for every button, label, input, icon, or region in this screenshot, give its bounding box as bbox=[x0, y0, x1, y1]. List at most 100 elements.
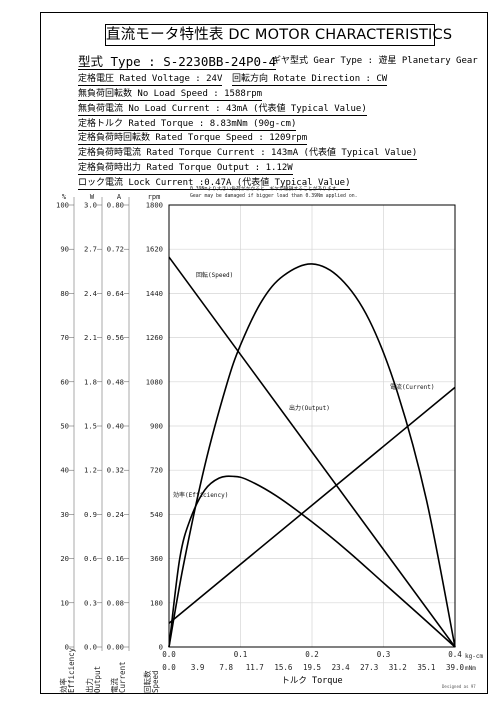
x-tick-label-kgcm: 0.1 bbox=[234, 650, 248, 659]
y-axis-name-en-rpm: Speed bbox=[151, 670, 160, 693]
designer-note: Designed as 97 bbox=[442, 684, 476, 689]
y-tick-label-A: 0.64 bbox=[107, 289, 124, 298]
spec-no-load-current: 無負荷電流 No Load Current : 43mA (代表値 Typica… bbox=[78, 104, 367, 116]
x-unit-mnm: mNm bbox=[465, 665, 476, 672]
spec-no-load-speed: 無負荷回転数 No Load Speed : 1588rpm bbox=[78, 89, 263, 101]
series-label-speed: 回転(Speed) bbox=[196, 271, 233, 279]
series-label-efficiency: 効率(Efficiency) bbox=[173, 491, 228, 499]
y-axis-name-jp-W: 出力 bbox=[84, 678, 94, 693]
y-tick-label-W: 0.6 bbox=[84, 554, 97, 563]
y-tick-label-%: 20 bbox=[60, 554, 69, 563]
x-tick-label-kgcm: 0.3 bbox=[377, 650, 391, 659]
y-tick-label-%: 0 bbox=[65, 643, 69, 652]
x-tick-label-mnm: 7.8 bbox=[219, 663, 233, 672]
x-tick-label-kgcm: 0.4 bbox=[448, 650, 462, 659]
y-tick-label-%: 60 bbox=[60, 377, 69, 386]
y-tick-label-W: 2.1 bbox=[84, 333, 97, 342]
y-tick-label-rpm: 1260 bbox=[146, 333, 163, 342]
y-tick-label-W: 3.0 bbox=[84, 201, 97, 210]
spec-rated-torque-output: 定格負荷時出力 Rated Torque Output : 1.12W bbox=[78, 163, 293, 175]
y-tick-label-A: 0.48 bbox=[107, 377, 124, 386]
x-tick-label-mnm: 0.0 bbox=[162, 663, 176, 672]
spec-rated-torque-current: 定格負荷時電流 Rated Torque Current : 143mA (代表… bbox=[78, 148, 418, 160]
y-axis-unit-rpm: rpm bbox=[148, 193, 161, 201]
x-tick-label-kgcm: 0.0 bbox=[162, 650, 176, 659]
x-axis-label: トルク Torque bbox=[281, 676, 342, 686]
x-tick-label-mnm: 19.5 bbox=[303, 663, 321, 672]
spec-type: 型式 Type : S-2230BB-24P0-4 bbox=[78, 54, 277, 70]
x-tick-label-mnm: 27.3 bbox=[360, 663, 378, 672]
spec-rated-voltage: 定格電圧 Rated Voltage : 24V bbox=[78, 74, 223, 86]
y-tick-label-A: 0.40 bbox=[107, 422, 124, 431]
x-tick-label-mnm: 3.9 bbox=[191, 663, 205, 672]
y-tick-label-W: 1.8 bbox=[84, 377, 97, 386]
y-tick-label-rpm: 1620 bbox=[146, 245, 163, 254]
spec-rotate-direction: 回転方向 Rotate Direction : CW bbox=[232, 74, 388, 86]
y-tick-label-W: 2.7 bbox=[84, 245, 97, 254]
y-tick-label-rpm: 1800 bbox=[146, 201, 163, 210]
y-tick-label-W: 0.3 bbox=[84, 598, 97, 607]
y-tick-label-A: 0.24 bbox=[107, 510, 124, 519]
y-tick-label-W: 2.4 bbox=[84, 289, 97, 298]
x-tick-label-mnm: 15.6 bbox=[274, 663, 293, 672]
y-axis-name-jp-%: 効率 bbox=[58, 678, 68, 693]
y-tick-label-A: 0.32 bbox=[107, 466, 124, 475]
chart-frame bbox=[40, 12, 488, 694]
x-tick-label-mnm: 39.0 bbox=[446, 663, 465, 672]
y-tick-label-W: 1.5 bbox=[84, 422, 97, 431]
series-label-current: 電流(Current) bbox=[390, 383, 435, 391]
y-tick-label-rpm: 180 bbox=[150, 598, 163, 607]
x-tick-label-mnm: 23.4 bbox=[332, 663, 351, 672]
spec-lock-current: ロック電流 Lock Current :0.47A (代表値 Typical V… bbox=[78, 178, 351, 190]
y-tick-label-A: 0.80 bbox=[107, 201, 124, 210]
series-line-speed bbox=[168, 256, 456, 648]
x-unit-kgcm: kg-cm bbox=[465, 653, 483, 660]
spec-rated-torque-speed: 定格負荷時回転数 Rated Torque Speed : 1209rpm bbox=[78, 133, 308, 145]
y-tick-label-%: 30 bbox=[60, 510, 69, 519]
y-tick-label-A: 0.16 bbox=[107, 554, 124, 563]
series-line-efficiency bbox=[168, 475, 456, 648]
y-axis-name-en-%: Efficiency bbox=[67, 647, 76, 693]
y-tick-label-%: 100 bbox=[56, 201, 69, 210]
y-axis-name-en-A: Current bbox=[118, 661, 127, 693]
y-axis-name-jp-A: 電流 bbox=[109, 678, 119, 693]
y-tick-label-W: 0.9 bbox=[84, 510, 97, 519]
y-axis-unit-W: W bbox=[90, 193, 95, 201]
series-line-output bbox=[168, 263, 456, 648]
y-tick-label-rpm: 1440 bbox=[146, 289, 163, 298]
y-tick-label-%: 50 bbox=[60, 422, 69, 431]
y-tick-label-A: 0.08 bbox=[107, 598, 124, 607]
y-tick-label-rpm: 1080 bbox=[146, 377, 163, 386]
y-tick-label-%: 90 bbox=[60, 245, 69, 254]
y-tick-label-rpm: 720 bbox=[150, 466, 163, 475]
warning-note-jp: 0.39Nmより大きい負荷がかかると、ギヤが破損することがあります。 bbox=[190, 187, 341, 192]
x-tick-label-mnm: 11.7 bbox=[246, 663, 264, 672]
y-axis-name-en-W: Output bbox=[93, 666, 102, 693]
y-tick-label-rpm: 900 bbox=[150, 422, 163, 431]
series-label-output: 出力(Output) bbox=[289, 404, 330, 412]
plot-border bbox=[168, 204, 456, 648]
y-axis-unit-%: % bbox=[62, 193, 67, 201]
y-tick-label-rpm: 360 bbox=[150, 554, 163, 563]
x-tick-label-kgcm: 0.2 bbox=[305, 650, 319, 659]
y-axis-unit-A: A bbox=[117, 193, 122, 201]
y-tick-label-rpm: 540 bbox=[150, 510, 163, 519]
y-tick-label-%: 70 bbox=[60, 333, 69, 342]
y-tick-label-A: 0.56 bbox=[107, 333, 124, 342]
page-title: 直流モータ特性表 DC MOTOR CHARACTERISTICS bbox=[105, 24, 452, 46]
y-axis-name-jp-rpm: 回転数 bbox=[142, 670, 152, 693]
y-tick-label-%: 10 bbox=[60, 598, 69, 607]
y-tick-label-%: 40 bbox=[60, 466, 69, 475]
spec-gear-type: ギヤ型式 Gear Type : 遊星 Planetary Gear bbox=[272, 56, 478, 66]
y-tick-label-A: 0.00 bbox=[107, 643, 124, 652]
y-tick-label-%: 80 bbox=[60, 289, 69, 298]
warning-note-en: Gear may be damaged if bigger load than … bbox=[190, 194, 358, 199]
y-tick-label-W: 1.2 bbox=[84, 466, 97, 475]
y-tick-label-rpm: 0 bbox=[159, 643, 163, 652]
y-tick-label-W: 0.0 bbox=[84, 643, 97, 652]
x-tick-label-mnm: 35.1 bbox=[417, 663, 435, 672]
y-tick-label-A: 0.72 bbox=[107, 245, 124, 254]
x-tick-label-mnm: 31.2 bbox=[389, 663, 407, 672]
spec-rated-torque: 定格トルク Rated Torque : 8.83mNm (90g-cm) bbox=[78, 119, 297, 131]
